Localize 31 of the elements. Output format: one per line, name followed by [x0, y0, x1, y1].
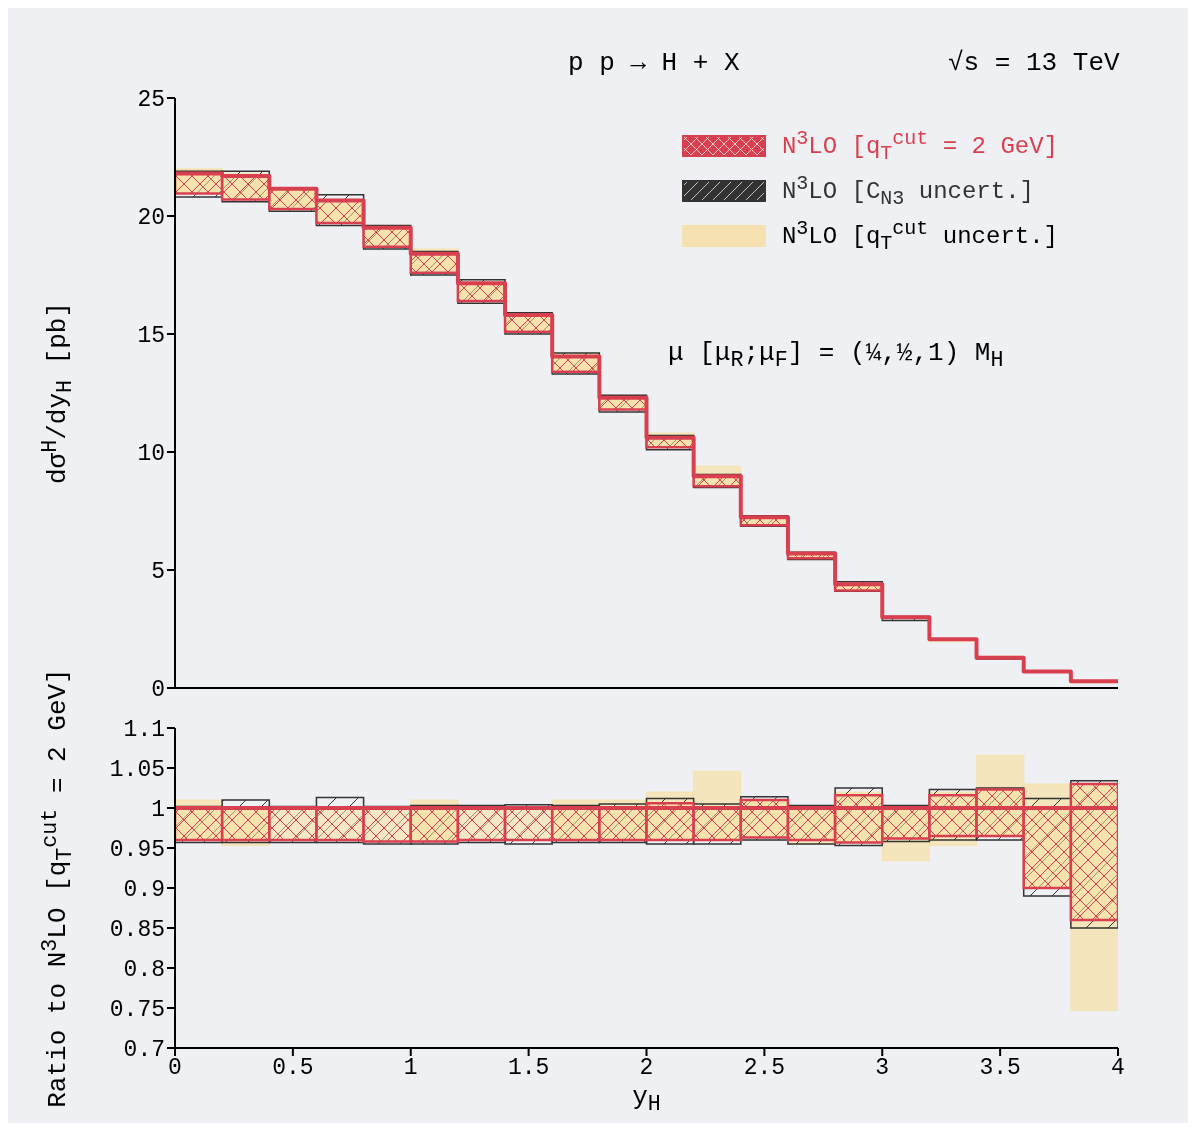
y-tick-label: 1.1	[123, 717, 165, 744]
x-tick-label: 1	[403, 1055, 418, 1082]
text: p p → H + X	[568, 48, 740, 78]
y-tick-label: 0.95	[109, 837, 165, 864]
text: N$^{3}$LO [C$_{N3}$ uncert.]	[781, 171, 1034, 210]
annotation: μ [μ$_{R}$;μ$_{F}$] = (¼,½,1) M$_{H}$	[668, 338, 1004, 374]
y-tick-label: 0.75	[109, 997, 165, 1024]
x-tick-label: 2.5	[743, 1055, 786, 1082]
y-tick-label: 0.8	[123, 957, 165, 984]
y-tick-label: 0	[151, 677, 165, 704]
x-tick-label: 3.5	[979, 1055, 1021, 1082]
legend-label: N$^{3}$LO [q$_{T}$$^{cut}$ uncert.]	[781, 216, 1058, 255]
y-tick-label: 0.85	[109, 917, 165, 944]
x-tick-label: 4	[1111, 1055, 1125, 1082]
y-tick-label: 10	[137, 441, 165, 468]
y-tick-label: 0.7	[123, 1037, 165, 1064]
text: N$^{3}$LO [q$_{T}$$^{cut}$ = 2 GeV]	[781, 126, 1058, 165]
x-tick-label: 0	[168, 1055, 182, 1082]
x-tick-label: 0.5	[272, 1055, 314, 1082]
x-tick-label: 3	[875, 1055, 890, 1082]
y-tick-label: 1.05	[109, 757, 165, 784]
text: √s = 13 TeV	[948, 48, 1120, 78]
y-tick-label: 25	[137, 87, 165, 114]
y-tick-label: 1	[151, 797, 165, 824]
x-tick-label: 2	[639, 1055, 654, 1082]
y-tick-label: 15	[137, 323, 165, 350]
x-tick-label: 1.5	[507, 1055, 550, 1082]
y-tick-label: 5	[151, 559, 165, 586]
x-axis-title: y$_{H}$	[632, 1082, 661, 1118]
y-tick-label: 20	[137, 205, 165, 232]
y-tick-label: 0.9	[123, 877, 165, 904]
